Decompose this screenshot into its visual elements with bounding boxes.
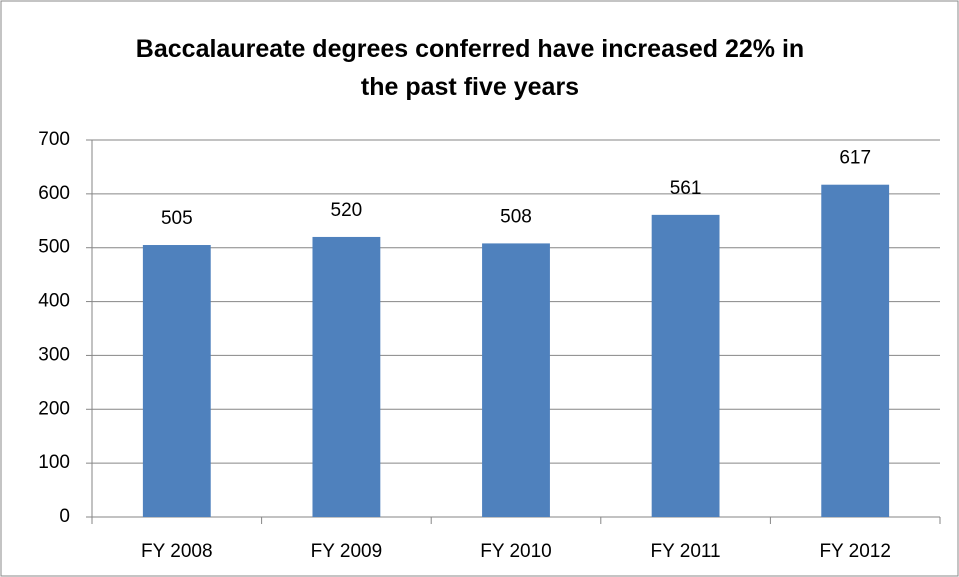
data-label: 520 [331,200,363,221]
x-tick-label: FY 2008 [141,541,212,562]
data-label: 561 [670,178,702,199]
x-tick-label: FY 2011 [651,541,721,562]
y-tick-label: 200 [38,398,70,419]
x-tick-label: FY 2012 [819,541,890,562]
data-label: 617 [839,148,871,169]
bar [142,245,211,517]
y-tick-label: 500 [38,237,70,258]
y-tick-label: 400 [38,291,70,312]
y-tick-label: 600 [38,183,70,204]
x-tick-label: FY 2009 [311,541,382,562]
bar [312,236,381,517]
chart-title: Baccalaureate degrees conferred have inc… [135,35,805,101]
x-tick-label: FY 2010 [480,541,551,562]
bar [651,214,720,517]
y-tick-label: 300 [38,344,70,365]
y-tick-label: 0 [59,506,70,527]
y-tick-label: 700 [38,129,70,150]
bar [482,243,550,518]
y-tick-label: 100 [38,452,70,473]
bar [821,184,890,518]
data-label: 505 [161,208,193,229]
data-label: 508 [500,206,532,227]
